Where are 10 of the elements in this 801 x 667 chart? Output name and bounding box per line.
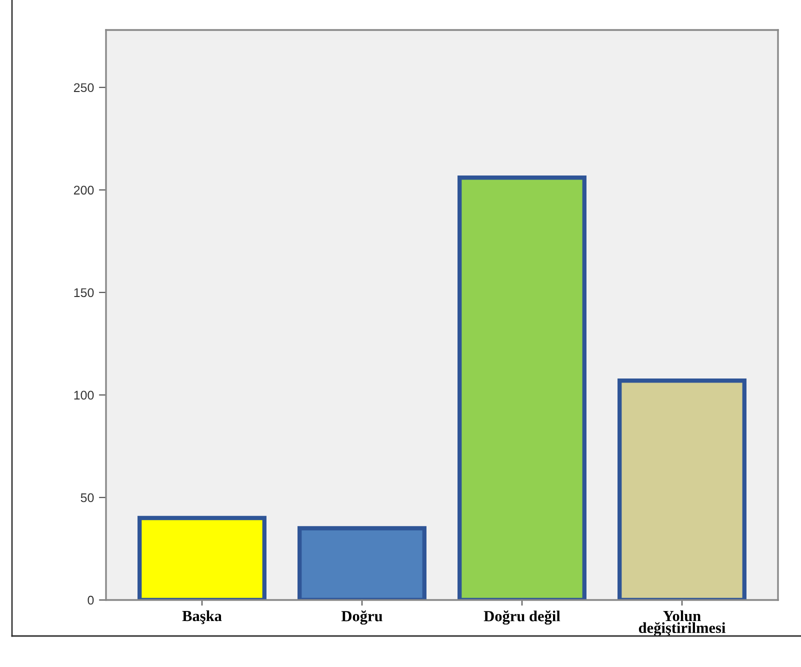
y-tick-label: 200 (74, 186, 94, 195)
y-tick-label: 150 (74, 288, 94, 298)
x-tick-label: Doğru (341, 610, 382, 625)
y-tick-label: 250 (74, 83, 94, 92)
y-tick-label: 50 (80, 493, 94, 502)
y-tick-label: 0 (88, 596, 94, 605)
x-tick-label: Doğru değil (484, 610, 560, 625)
x-tick-label: Başka (182, 610, 222, 624)
y-tick-label: 100 (74, 390, 94, 400)
x-tick-label: Yolun değiştirilmesi (638, 610, 726, 636)
